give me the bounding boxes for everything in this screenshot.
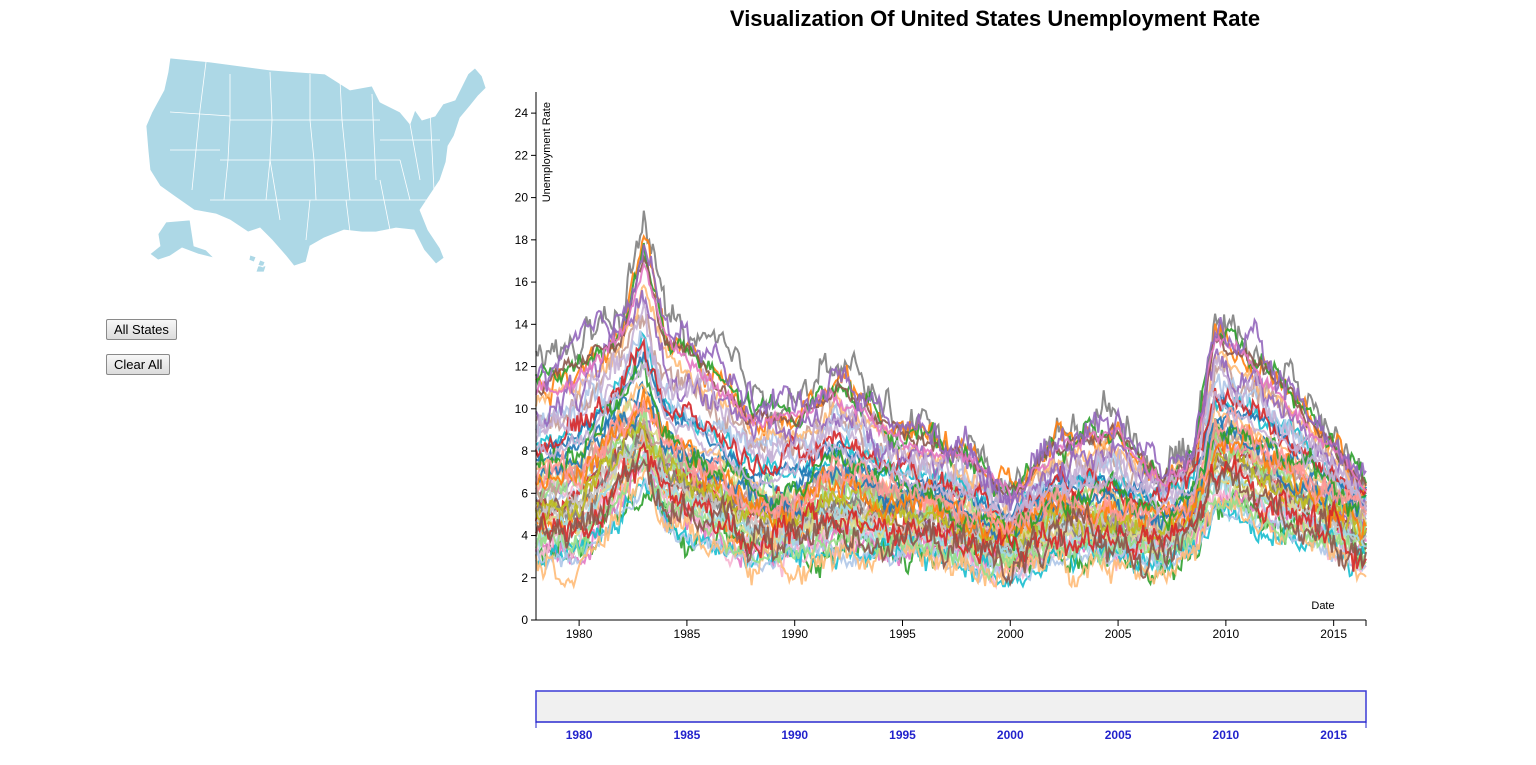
brush-tick-label: 1990	[781, 728, 808, 742]
brush-tick-label: 1980	[566, 728, 593, 742]
x-tick-label: 1985	[674, 627, 701, 641]
series-line-51[interactable]	[535, 458, 1367, 587]
brush-tick-label: 1995	[889, 728, 916, 742]
hawaii-shape[interactable]	[248, 254, 267, 273]
y-tick-label: 18	[515, 233, 529, 247]
series-line-30[interactable]	[535, 300, 1367, 521]
brush-x-axis: 1980 1985 1990 1995 2000 2005 2010 2015	[535, 721, 1367, 742]
y-axis-label: Unemployment Rate	[541, 102, 553, 202]
page-title: Visualization Of United States Unemploym…	[729, 6, 1261, 31]
x-tick-label: 2010	[1213, 627, 1240, 641]
state-borders	[169, 61, 440, 241]
contiguous-states-shape[interactable]	[145, 57, 487, 267]
series-line-47[interactable]	[535, 440, 1367, 572]
all-states-button[interactable]: All States	[106, 319, 177, 340]
y-tick-label: 2	[521, 571, 528, 585]
y-tick-label: 8	[521, 444, 528, 458]
line-chart: 0 2 4 6 8 10 12 14 16 18 20 22 24 1980 1985 1990 1995 20…	[500, 80, 1380, 665]
time-brush[interactable]: 1980 1985 1990 1995 2000 2005 2010 2015	[500, 680, 1380, 765]
y-tick-label: 24	[515, 106, 529, 120]
brush-selection[interactable]	[535, 690, 1367, 723]
y-tick-label: 22	[515, 148, 529, 162]
series-line-27[interactable]	[535, 337, 1367, 537]
brush-tick-label: 2000	[997, 728, 1024, 742]
brush-tick-label: 2015	[1320, 728, 1347, 742]
y-tick-label: 12	[515, 360, 529, 374]
y-tick-label: 20	[515, 191, 529, 205]
alaska-shape[interactable]	[149, 219, 216, 261]
x-tick-label: 1980	[566, 627, 593, 641]
y-tick-label: 14	[515, 317, 529, 331]
us-map-svg[interactable]	[110, 50, 500, 275]
x-tick-label: 2005	[1105, 627, 1132, 641]
time-brush-svg[interactable]: 1980 1985 1990 1995 2000 2005 2010 2015	[500, 680, 1380, 760]
x-axis-label: Date	[1311, 600, 1334, 612]
series-lines	[535, 210, 1367, 590]
states-group[interactable]	[145, 57, 487, 273]
series-line-45[interactable]	[535, 360, 1367, 552]
series-line-48[interactable]	[535, 399, 1367, 537]
x-tick-label: 1995	[889, 627, 916, 641]
y-tick-label: 16	[515, 275, 529, 289]
series-line-40[interactable]	[535, 453, 1367, 558]
series-line-50[interactable]	[535, 361, 1367, 526]
x-tick-label: 2015	[1320, 627, 1347, 641]
brush-tick-label: 2005	[1105, 728, 1132, 742]
x-axis: 1980 1985 1990 1995 2000 2005 2010 2015	[536, 619, 1367, 641]
y-tick-label: 6	[521, 486, 528, 500]
y-tick-label: 4	[521, 529, 528, 543]
us-map[interactable]	[110, 50, 500, 275]
x-tick-label: 2000	[997, 627, 1024, 641]
y-tick-label: 0	[521, 613, 528, 627]
y-tick-label: 10	[515, 402, 529, 416]
brush-tick-label: 1985	[674, 728, 701, 742]
clear-all-button[interactable]: Clear All	[106, 354, 171, 375]
series-line-49[interactable]	[535, 244, 1367, 511]
brush-tick-label: 2010	[1213, 728, 1240, 742]
x-tick-label: 1990	[781, 627, 808, 641]
